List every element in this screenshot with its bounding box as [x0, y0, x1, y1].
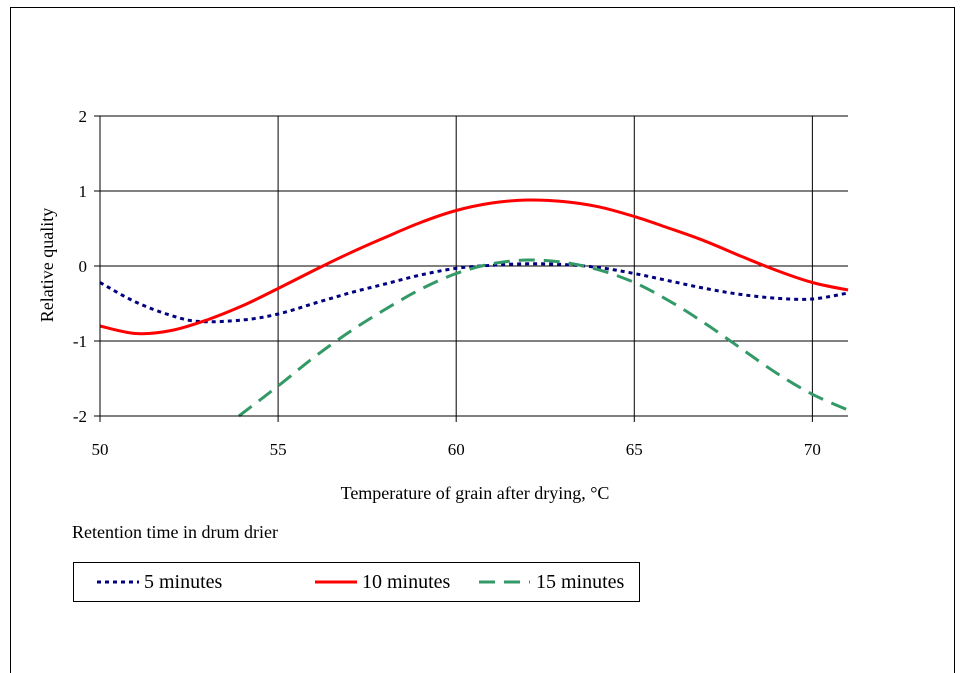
y-tick-label-4: -2	[73, 407, 87, 426]
legend-swatch-15-minutes	[479, 580, 530, 584]
y-axis-label: Relative quality	[37, 208, 57, 322]
x-axis-label: Temperature of grain after drying, °C	[341, 483, 610, 503]
y-tick-label-0: 2	[79, 107, 88, 126]
legend-title: Retention time in drum drier	[72, 522, 278, 542]
legend-label-15-minutes: 15 minutes	[536, 570, 625, 593]
x-tick-label-2: 60	[448, 440, 465, 459]
legend-label-5-minutes: 5 minutes	[144, 570, 223, 593]
x-tick-label-4: 70	[804, 440, 821, 459]
legend-item-10-minutes: 10 minutes	[314, 563, 450, 601]
series-line-15-minutes	[237, 258, 849, 418]
y-tick-label-3: -1	[73, 332, 87, 351]
tick-labels: 2 1 0 -1 -2 50 55 60 65 70	[73, 107, 821, 459]
series-line-10-minutes	[99, 198, 849, 336]
axes	[94, 115, 848, 422]
legend-label-10-minutes: 10 minutes	[362, 570, 451, 593]
legend-item-15-minutes: 15 minutes	[478, 563, 624, 601]
series-lines	[99, 198, 849, 418]
y-tick-label-2: 0	[79, 257, 88, 276]
x-tick-label-1: 55	[270, 440, 287, 459]
legend: 5 minutes 10 minutes 15 minutes	[73, 562, 640, 602]
legend-item-5-minutes: 5 minutes	[96, 563, 222, 601]
series-line-5-minutes	[99, 262, 849, 324]
legend-swatch-10-minutes	[315, 580, 357, 584]
x-tick-label-3: 65	[626, 440, 643, 459]
legend-swatch-5-minutes	[97, 580, 139, 584]
y-tick-label-1: 1	[79, 182, 88, 201]
x-tick-label-0: 50	[92, 440, 109, 459]
chart-frame	[10, 7, 955, 673]
grid-lines	[99, 115, 848, 417]
